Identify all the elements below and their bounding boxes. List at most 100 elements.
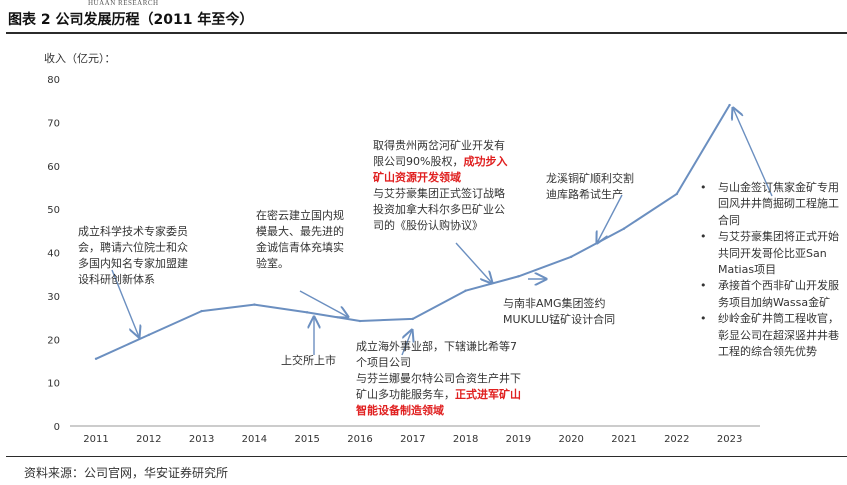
annotation-a4: 取得贵州两岔河矿业开发有 限公司90%股权，成功步入 矿山资源开发领域与艾芬豪集团正… <box>373 138 507 234</box>
x-tick-label: 2013 <box>189 434 214 445</box>
data-point <box>306 311 309 314</box>
annotation-arrow <box>455 242 492 283</box>
annotation-line: 与芬兰娜曼尔特公司合资生产井下 <box>356 371 521 387</box>
data-point <box>94 357 98 360</box>
annotation-text: 取得贵州两岔河矿业开发有 <box>373 139 505 152</box>
annotation-line: 金诚信青体充填实 <box>256 240 344 256</box>
x-tick-label: 2014 <box>242 434 267 445</box>
bullet-line: 与山金签订焦家金矿专用 <box>718 181 839 194</box>
annotation-text: 与艾芬豪集团正式签订战略 <box>373 187 505 200</box>
data-point <box>358 319 362 323</box>
bullet-line: 与艾芬豪集团将正式开始 <box>718 230 839 244</box>
annotation-a6: 与南非AMG集团签约 MUKULU锰矿设计合同 <box>503 296 615 328</box>
bullet-line: 承接首个西非矿山开发服 <box>718 279 839 293</box>
annotation-text: 迪库路希试生产 <box>546 188 623 201</box>
annotation-a7: 龙溪铜矿顺利交割 迪库路希试生产 <box>546 171 634 203</box>
data-point <box>253 303 256 306</box>
annotation-arrow <box>299 290 348 317</box>
x-tick-label: 2017 <box>400 434 425 445</box>
bullet-line: 纱岭金矿井筒工程收官， <box>718 312 839 326</box>
annotation-a1: 成立科学技术专家委员 会，聘请六位院士和众 多国内知名专家加盟建 设科研创新体系 <box>78 224 188 288</box>
data-point <box>517 275 520 278</box>
annotation-line: 验室。 <box>256 256 344 272</box>
y-tick-label: 70 <box>47 118 60 129</box>
data-point <box>200 309 203 313</box>
annotation-line: MUKULU锰矿设计合同 <box>503 312 615 328</box>
x-tick-label: 2011 <box>83 434 108 445</box>
annotation-text: 验室。 <box>256 257 289 270</box>
annotation-a5: 成立海外事业部，下辖谦比希等7 个项目公司与芬兰娜曼尔特公司合资生产井下 矿山多功能… <box>356 339 521 419</box>
highlighted-text: 正式进军矿山 <box>455 388 521 401</box>
y-axis-unit-label: 收入（亿元）： <box>44 52 116 65</box>
annotation-text: 在密云建立国内规 <box>256 209 344 222</box>
y-tick-label: 50 <box>47 205 60 216</box>
footer-divider <box>6 456 847 457</box>
annotation-line: 成立海外事业部，下辖谦比希等7 <box>356 339 521 355</box>
x-tick-label: 2021 <box>611 434 636 445</box>
data-point <box>411 317 414 321</box>
bullet-line: 彰显公司在超深竖井井巷 <box>718 328 839 342</box>
annotation-text: 成立海外事业部，下辖谦比希等7 <box>356 340 517 353</box>
title-divider <box>6 32 847 34</box>
x-tick-label: 2023 <box>717 434 742 445</box>
source-note: 资料来源：公司官网，华安证券研究所 <box>24 466 229 480</box>
annotation-line: 司的《股份认购协议》 <box>373 218 507 234</box>
data-point <box>622 227 626 230</box>
milestone-bullet-list: 与山金签订焦家金矿专用回风井井筒掘砌工程施工合同与艾芬豪集团将正式开始共同开发哥… <box>700 180 839 360</box>
annotation-line: 会，聘请六位院士和众 <box>78 240 188 256</box>
highlighted-text: 矿山资源开发领域 <box>373 171 461 184</box>
x-tick-label: 2022 <box>664 434 689 445</box>
x-tick-label: 2012 <box>136 434 161 445</box>
annotation-text: 模最大、最先进的 <box>256 225 344 238</box>
annotation-text: 限公司90%股权， <box>373 155 464 168</box>
highlighted-text: 成功步入 <box>463 155 508 168</box>
bullet-line: 合同 <box>718 213 740 227</box>
y-tick-label: 0 <box>54 422 60 433</box>
figure-title: 图表 2 公司发展历程（2011 年至今） <box>8 12 254 28</box>
annotation-line: 限公司90%股权，成功步入 <box>373 154 507 170</box>
annotation-arrow <box>597 194 623 243</box>
annotation-text: 投资加拿大科尔多巴矿业公 <box>373 203 505 216</box>
annotation-text: 上交所上市 <box>281 354 336 367</box>
data-point <box>147 333 150 337</box>
bullet-line: Matias项目 <box>718 263 777 277</box>
y-tick-label: 60 <box>47 162 60 173</box>
y-tick-label: 80 <box>47 75 60 86</box>
annotation-text: 个项目公司 <box>356 356 411 369</box>
annotation-text: 金诚信青体充填实 <box>256 241 344 254</box>
annotation-text: 与芬兰娜曼尔特公司合资生产井下 <box>356 372 521 385</box>
y-tick-label: 30 <box>47 292 60 303</box>
x-tick-label: 2015 <box>294 434 319 445</box>
data-point <box>728 103 731 107</box>
annotation-text: 龙溪铜矿顺利交割 <box>546 172 634 185</box>
x-tick-label: 2018 <box>453 434 478 445</box>
annotation-text: 矿山多功能服务车， <box>356 388 455 401</box>
annotation-line: 个项目公司 <box>356 355 521 371</box>
annotation-line: 迪库路希试生产 <box>546 187 634 203</box>
annotation-line: 矿山多功能服务车，正式进军矿山 <box>356 387 521 403</box>
annotation-line: 在密云建立国内规 <box>256 208 344 224</box>
annotation-line: 成立科学技术专家委员 <box>78 224 188 240</box>
annotation-line: 投资加拿大科尔多巴矿业公 <box>373 202 507 218</box>
data-point <box>570 255 573 259</box>
y-tick-label: 10 <box>47 379 60 390</box>
annotation-text: 与南非AMG集团签约 <box>503 297 606 310</box>
annotation-arrow <box>401 330 412 356</box>
annotation-a2: 在密云建立国内规 模最大、最先进的 金诚信青体充填实 验室。 <box>256 208 344 272</box>
annotation-text: 设科研创新体系 <box>78 273 155 286</box>
x-tick-label: 2019 <box>506 434 531 445</box>
annotation-arrow <box>111 269 139 337</box>
annotation-line: 设科研创新体系 <box>78 272 188 288</box>
annotation-text: 司的《股份认购协议》 <box>373 219 483 232</box>
annotation-text: 会，聘请六位院士和众 <box>78 241 188 254</box>
bullet-line: 务项目加纳Wassa金矿 <box>718 295 831 309</box>
bullet-line: 工程的综合领先优势 <box>718 345 817 359</box>
highlighted-text: 智能设备制造领域 <box>356 404 444 417</box>
annotation-line: 智能设备制造领域 <box>356 403 521 419</box>
data-point <box>464 289 467 292</box>
annotation-line: 多国内知名专家加盟建 <box>78 256 188 272</box>
